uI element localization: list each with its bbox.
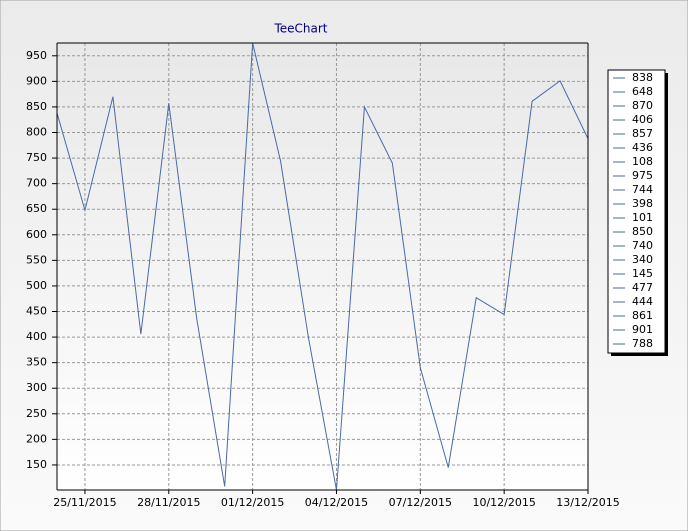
legend-label: 648 — [632, 85, 653, 98]
y-tick-label: 550 — [26, 253, 47, 266]
legend-label: 444 — [632, 295, 653, 308]
y-tick-label: 850 — [26, 100, 47, 113]
y-tick-label: 200 — [26, 432, 47, 445]
y-tick-label: 300 — [26, 381, 47, 394]
legend — [607, 69, 666, 354]
legend-label: 108 — [632, 155, 653, 168]
x-tick-label: 13/12/2015 — [556, 496, 619, 509]
legend-label: 870 — [632, 99, 653, 112]
plot-area — [57, 43, 588, 490]
legend-label: 340 — [632, 253, 653, 266]
x-tick-label: 04/12/2015 — [305, 496, 368, 509]
legend-label: 740 — [632, 239, 653, 252]
y-tick-label: 950 — [26, 49, 47, 62]
y-tick-label: 250 — [26, 407, 47, 420]
y-tick-label: 450 — [26, 305, 47, 318]
legend-label: 436 — [632, 141, 653, 154]
y-tick-label: 700 — [26, 177, 47, 190]
line — [56, 42, 589, 491]
x-tick-label: 07/12/2015 — [389, 496, 452, 509]
legend-label: 406 — [632, 113, 653, 126]
x-tick-label: 10/12/2015 — [472, 496, 535, 509]
y-tick-label: 400 — [26, 330, 47, 343]
legend-label: 975 — [632, 169, 653, 182]
legend-label: 850 — [632, 225, 653, 238]
legend-label: 901 — [632, 323, 653, 336]
y-tick-label: 800 — [26, 126, 47, 139]
y-tick-label: 600 — [26, 228, 47, 241]
x-tick-label: 25/11/2015 — [53, 496, 116, 509]
x-tick-label: 01/12/2015 — [221, 496, 284, 509]
chart-title: TeeChart — [273, 22, 327, 36]
y-tick-label: 150 — [26, 458, 47, 471]
legend-label: 857 — [632, 127, 653, 140]
y-tick-label: 500 — [26, 279, 47, 292]
y-tick-label: 650 — [26, 202, 47, 215]
legend-label: 398 — [632, 197, 653, 210]
x-tick-label: 28/11/2015 — [137, 496, 200, 509]
y-tick-label: 900 — [26, 74, 47, 87]
legend-label: 145 — [632, 267, 653, 280]
legend-label: 838 — [632, 71, 653, 84]
legend-label: 744 — [632, 183, 653, 196]
legend-label: 861 — [632, 309, 653, 322]
legend-label: 477 — [632, 281, 653, 294]
legend-label: 101 — [632, 211, 653, 224]
y-tick-label: 750 — [26, 151, 47, 164]
y-tick-label: 350 — [26, 356, 47, 369]
legend-label: 788 — [632, 337, 653, 350]
